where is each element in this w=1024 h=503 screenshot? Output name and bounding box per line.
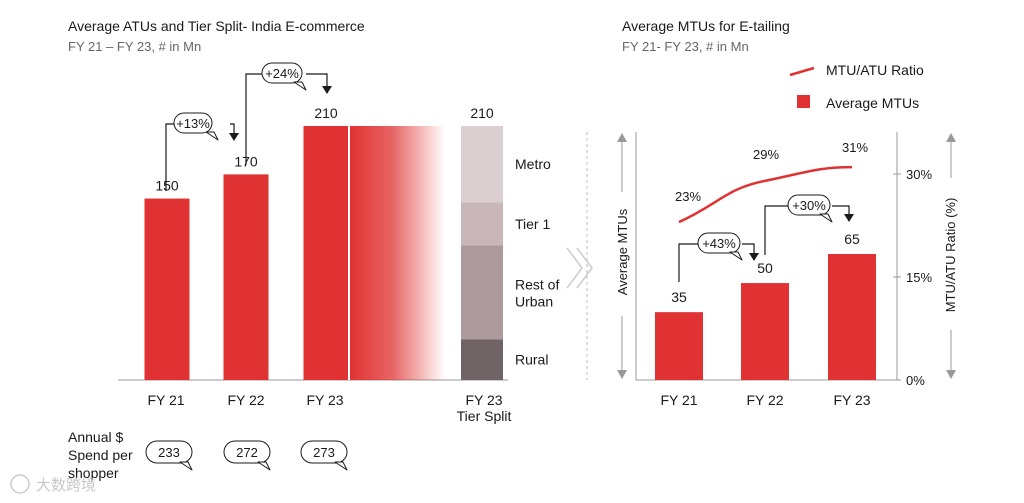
arrow-down-icon xyxy=(322,86,332,94)
mtu-value-label-fy23: 65 xyxy=(844,231,860,247)
chevron-right-icon xyxy=(566,247,593,289)
spend-label-line2: Spend per xyxy=(68,447,133,463)
growth-callout-13: +13% xyxy=(165,112,239,191)
growth-label-13: +13% xyxy=(176,116,210,131)
mtu-bar-fy23 xyxy=(828,254,876,380)
growth-label-43: +43% xyxy=(702,236,736,251)
x-label-fy21-right: FY 21 xyxy=(660,392,697,408)
bar-fy21 xyxy=(144,198,190,380)
right-tick-label: 15% xyxy=(906,270,932,285)
x-label-fy23-left: FY 23 xyxy=(306,392,343,408)
right-chart-title: Average MTUs for E-tailing xyxy=(622,18,790,34)
mtu-bar-fy21 xyxy=(655,312,703,380)
tier-total-label: 210 xyxy=(470,105,494,121)
watermark: 大数跨境 xyxy=(10,474,96,494)
x-label-fy21-left: FY 21 xyxy=(147,392,184,408)
spend-bubble-fy21: 233 xyxy=(145,440,193,471)
tier-label-rest-of-urban-line1: Rest of xyxy=(515,276,559,292)
legend-bar-icon xyxy=(797,95,810,108)
arrow-up-icon xyxy=(617,133,627,142)
tier-segment-rural xyxy=(461,339,503,380)
right-ylabel-right: MTU/ATU Ratio (%) xyxy=(943,198,958,313)
right-chart-subtitle: FY 21- FY 23, # in Mn xyxy=(622,39,749,54)
ratio-label-fy23: 31% xyxy=(842,140,868,155)
ratio-label-fy22: 29% xyxy=(753,147,779,162)
spend-label-line1: Annual $ xyxy=(68,429,123,445)
x-label-tier-split-line1: FY 23 xyxy=(465,392,502,408)
right-tick-label: 30% xyxy=(906,167,932,182)
value-label-fy23: 210 xyxy=(314,105,338,121)
spend-bubble-fy22: 272 xyxy=(223,440,271,471)
right-axis-ticks: 0% 15% 30% xyxy=(893,167,932,388)
tier-segment-rest-of-urban xyxy=(461,245,503,340)
fade-gradient xyxy=(350,126,445,380)
spend-bubble-fy23: 273 xyxy=(300,440,348,471)
spend-value-fy21: 233 xyxy=(158,445,180,460)
tier-segment-tier-1 xyxy=(461,202,503,246)
spend-value-fy22: 272 xyxy=(236,445,258,460)
mtu-value-label-fy21: 35 xyxy=(671,289,687,305)
mtu-value-label-fy22: 50 xyxy=(757,260,773,276)
x-label-fy22-right: FY 22 xyxy=(746,392,783,408)
growth-label-30: +30% xyxy=(792,198,826,213)
arrow-up-icon xyxy=(946,133,956,142)
tier-label-tier-1: Tier 1 xyxy=(515,216,550,232)
x-label-fy23-right: FY 23 xyxy=(833,392,870,408)
x-label-fy22-left: FY 22 xyxy=(227,392,264,408)
growth-callout-24: +24% xyxy=(245,62,332,165)
right-tick-label: 0% xyxy=(906,373,925,388)
value-label-fy21: 150 xyxy=(155,178,179,194)
left-chart-title: Average ATUs and Tier Split- India E-com… xyxy=(68,18,365,34)
tier-label-rural: Rural xyxy=(515,352,548,368)
arrow-down-icon xyxy=(749,253,759,261)
growth-callout-43: +43% xyxy=(678,232,759,282)
arrow-down-icon xyxy=(229,133,239,141)
growth-label-24: +24% xyxy=(265,66,299,81)
right-ylabel-left: Average MTUs xyxy=(615,208,630,295)
tier-label-metro: Metro xyxy=(515,156,551,172)
arrow-down-icon xyxy=(946,370,956,379)
ratio-line xyxy=(678,165,853,224)
bar-fy22 xyxy=(223,174,269,380)
spend-label-line3: shopper xyxy=(68,465,119,481)
bar-fy23 xyxy=(303,126,349,380)
arrow-down-icon xyxy=(617,370,627,379)
mtu-bar-fy22 xyxy=(741,283,789,380)
tier-label-rest-of-urban-line2: Urban xyxy=(515,293,553,309)
watermark-logo-icon xyxy=(10,474,30,494)
right-bars: 35 50 65 xyxy=(655,231,876,380)
watermark-text: 大数跨境 xyxy=(36,476,96,494)
arrow-down-icon xyxy=(844,214,854,222)
left-chart-subtitle: FY 21 – FY 23, # in Mn xyxy=(68,39,201,54)
legend-bar-label: Average MTUs xyxy=(826,95,919,111)
spend-value-fy23: 273 xyxy=(313,445,335,460)
legend-line-icon xyxy=(789,66,815,77)
legend-line-label: MTU/ATU Ratio xyxy=(826,62,924,78)
growth-callout-30: +30% xyxy=(764,194,854,255)
ratio-label-fy21: 23% xyxy=(675,189,701,204)
tier-segment-metro xyxy=(461,126,503,203)
x-label-tier-split-line2: Tier Split xyxy=(457,408,512,424)
